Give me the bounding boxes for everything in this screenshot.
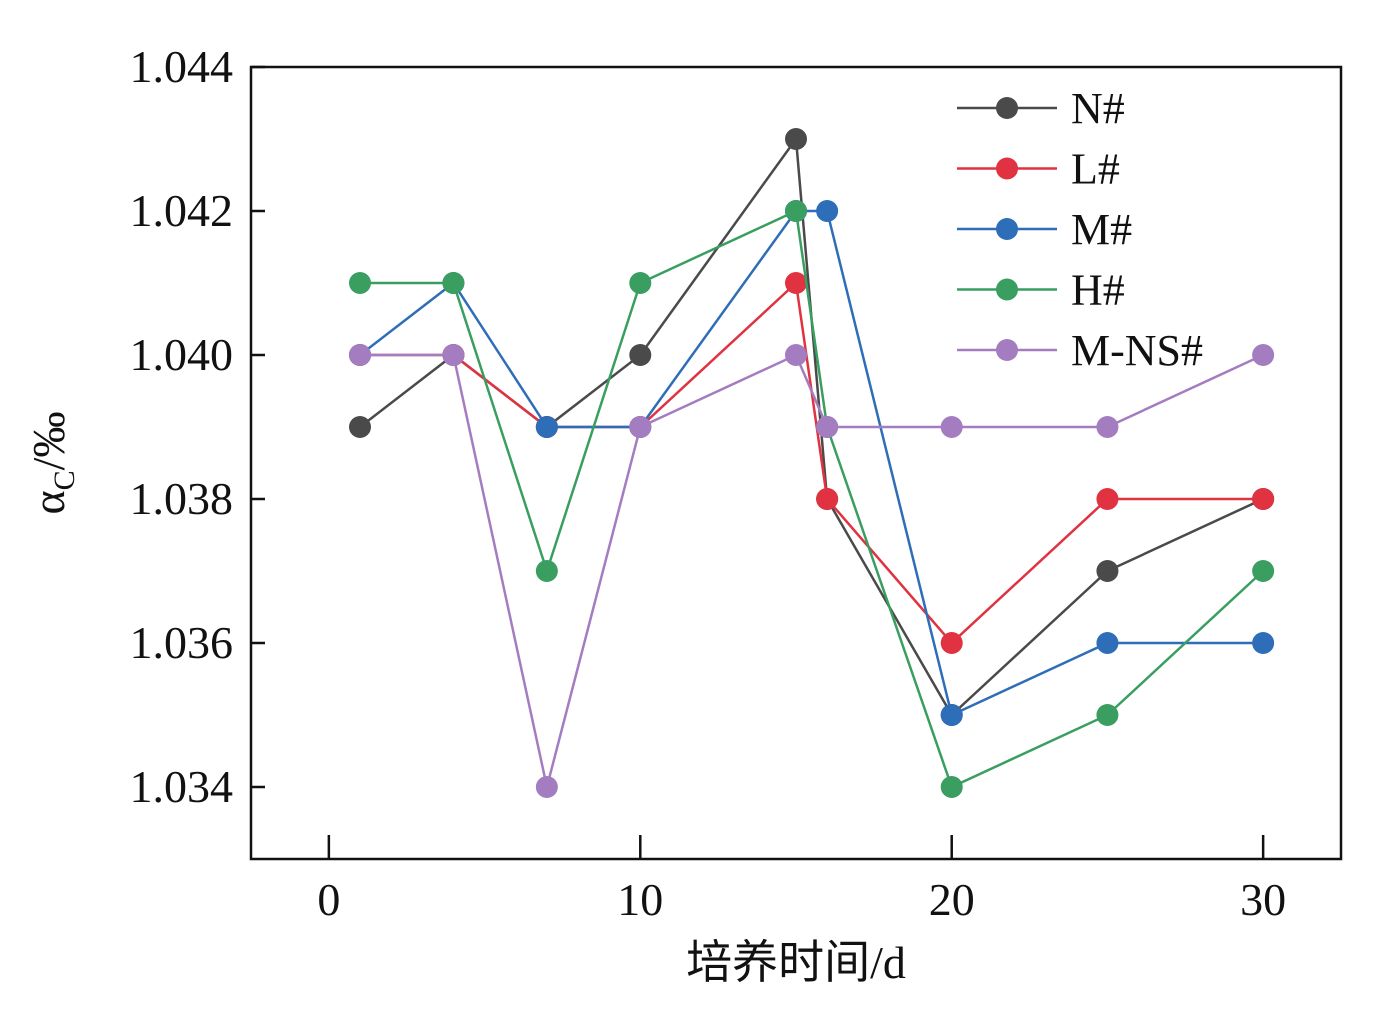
legend-marker <box>996 97 1018 119</box>
data-point <box>1096 704 1119 726</box>
y-tick-label: 1.036 <box>130 617 234 668</box>
legend-marker <box>996 339 1018 361</box>
x-tick-label: 20 <box>929 874 975 925</box>
data-point <box>1252 344 1275 366</box>
series-h <box>349 200 1275 798</box>
data-point <box>442 272 465 294</box>
svg-text:αC/‰: αC/‰ <box>23 412 81 515</box>
y-tick-label: 1.038 <box>130 473 234 524</box>
series-line <box>360 353 1264 788</box>
data-point <box>816 488 839 510</box>
legend-entry: N# <box>957 84 1125 133</box>
x-tick-label: 30 <box>1240 874 1286 925</box>
data-point <box>1096 632 1119 654</box>
y-tick-label: 1.044 <box>130 41 234 92</box>
series-m-ns <box>349 344 1275 798</box>
data-point <box>816 200 839 222</box>
legend-label: N# <box>1071 84 1125 133</box>
data-point <box>349 416 371 438</box>
data-point <box>349 272 371 294</box>
x-tick-label: 10 <box>617 874 663 925</box>
series-m <box>349 200 1275 726</box>
data-point <box>535 560 558 582</box>
data-point <box>940 704 963 726</box>
data-point <box>1096 488 1119 510</box>
legend: N# L# M# H# M-NS# <box>957 84 1203 375</box>
legend-entry: L# <box>957 145 1120 194</box>
data-point <box>1252 488 1275 510</box>
legend-marker <box>996 278 1018 301</box>
legend-label: L# <box>1071 145 1120 194</box>
data-point <box>940 776 963 798</box>
data-point <box>816 416 839 438</box>
plot-frame <box>249 65 1343 861</box>
y-tick-label: 1.040 <box>130 329 234 380</box>
y-axis: 1.034 1.036 1.038 1.040 1.042 1.044 <box>130 41 265 812</box>
x-axis-title: 培养时间/d <box>686 937 906 988</box>
data-point <box>785 344 807 366</box>
data-point <box>442 344 465 366</box>
data-point <box>785 128 807 150</box>
data-point <box>1252 632 1275 654</box>
y-tick-label: 1.034 <box>130 761 234 812</box>
data-point <box>535 416 558 438</box>
legend-label: M# <box>1071 205 1132 254</box>
data-point <box>940 632 963 654</box>
data-point <box>1252 560 1275 582</box>
data-point <box>785 200 807 222</box>
y-axis-title-symbol: α <box>23 490 74 514</box>
data-point <box>940 416 963 438</box>
x-axis: 0 10 20 30 <box>317 835 1286 925</box>
legend-marker <box>996 157 1018 180</box>
legend-label: H# <box>1071 266 1125 315</box>
data-point <box>349 344 371 366</box>
legend-entry: M-NS# <box>957 326 1203 375</box>
legend-marker <box>996 218 1018 240</box>
data-point <box>1096 560 1119 582</box>
legend-entry: H# <box>957 266 1125 315</box>
y-axis-title-unit: /‰ <box>23 412 74 471</box>
series-line <box>359 209 1264 717</box>
series-n <box>349 128 1275 726</box>
data-point <box>535 776 558 798</box>
x-tick-label: 0 <box>317 874 340 925</box>
data-point <box>1096 416 1119 438</box>
plot-border <box>249 65 1343 861</box>
legend-entry: M# <box>957 205 1132 254</box>
data-point <box>629 416 652 438</box>
data-point <box>785 272 807 294</box>
y-axis-title-subscript: C <box>48 470 81 490</box>
legend-label: M-NS# <box>1071 326 1203 375</box>
data-point <box>629 272 652 294</box>
y-tick-label: 1.042 <box>130 185 234 236</box>
y-axis-title: αC/‰ <box>23 412 81 515</box>
series-layer <box>349 128 1275 798</box>
data-point <box>629 344 652 366</box>
